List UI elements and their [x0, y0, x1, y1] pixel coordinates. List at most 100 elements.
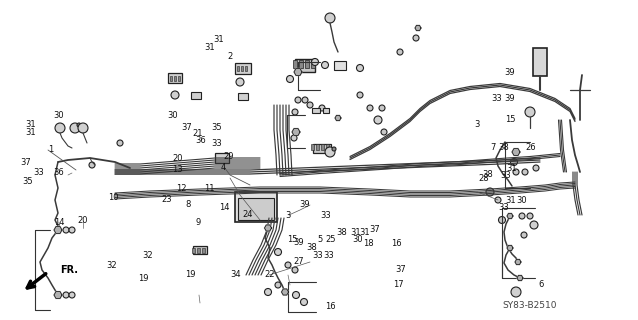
Circle shape: [70, 123, 80, 133]
Circle shape: [292, 109, 298, 115]
Circle shape: [292, 292, 299, 299]
Circle shape: [379, 105, 385, 111]
Bar: [197, 247, 200, 252]
Text: 2: 2: [227, 52, 232, 61]
Text: 37: 37: [20, 158, 31, 167]
Text: 31: 31: [507, 164, 517, 173]
Bar: [193, 246, 207, 254]
Text: 10: 10: [108, 193, 119, 202]
Text: 39: 39: [300, 200, 310, 209]
Text: 33: 33: [500, 171, 510, 180]
Text: 1: 1: [48, 145, 54, 154]
Circle shape: [397, 49, 403, 55]
Circle shape: [511, 287, 521, 297]
Text: 3: 3: [286, 211, 291, 220]
Text: 16: 16: [392, 239, 402, 248]
Text: 31: 31: [213, 36, 223, 44]
Text: 38: 38: [483, 170, 493, 179]
Text: 31: 31: [360, 228, 370, 237]
Text: 23: 23: [162, 195, 172, 204]
Circle shape: [527, 213, 533, 219]
Bar: [170, 76, 172, 81]
Text: 36: 36: [196, 136, 206, 145]
Text: 38: 38: [336, 228, 346, 237]
Bar: [313, 143, 331, 153]
Text: 28: 28: [478, 174, 489, 183]
Text: 15: 15: [505, 115, 516, 124]
Polygon shape: [512, 148, 520, 156]
Text: 14: 14: [219, 204, 230, 212]
Text: FR.: FR.: [60, 265, 78, 275]
Text: 3: 3: [475, 120, 480, 129]
Polygon shape: [335, 116, 341, 121]
Bar: [305, 60, 309, 68]
Text: 31: 31: [26, 128, 36, 137]
Text: SY83-B2510: SY83-B2510: [503, 300, 557, 309]
Circle shape: [357, 65, 364, 71]
Text: 4: 4: [221, 163, 226, 172]
Circle shape: [513, 169, 519, 175]
Bar: [174, 76, 176, 81]
Polygon shape: [517, 276, 523, 281]
Text: 39: 39: [504, 68, 514, 77]
Polygon shape: [292, 129, 300, 135]
Circle shape: [117, 140, 123, 146]
Bar: [320, 144, 323, 150]
Circle shape: [291, 135, 297, 141]
Bar: [311, 60, 315, 68]
Bar: [299, 60, 303, 68]
Circle shape: [486, 188, 494, 196]
Text: 30: 30: [352, 235, 362, 244]
Text: 30: 30: [167, 111, 177, 120]
Text: 8: 8: [186, 200, 191, 209]
Circle shape: [285, 262, 291, 268]
Circle shape: [374, 116, 382, 124]
Text: 32: 32: [107, 261, 117, 270]
Text: 27: 27: [293, 257, 304, 266]
Text: 31: 31: [26, 120, 36, 129]
Bar: [295, 59, 315, 71]
Text: 26: 26: [526, 143, 536, 152]
Bar: [334, 60, 346, 69]
Bar: [191, 247, 195, 252]
Circle shape: [63, 292, 69, 298]
Text: 31: 31: [505, 196, 516, 205]
Text: 33: 33: [320, 211, 330, 220]
Text: 35: 35: [22, 177, 33, 186]
Text: 25: 25: [325, 235, 336, 244]
Text: 35: 35: [212, 123, 222, 132]
Text: 34: 34: [231, 270, 241, 279]
Text: 19: 19: [185, 270, 195, 279]
Circle shape: [89, 162, 95, 168]
Circle shape: [510, 158, 517, 165]
Polygon shape: [54, 227, 62, 234]
Bar: [215, 153, 229, 163]
Text: 30: 30: [517, 196, 527, 205]
Circle shape: [332, 147, 336, 151]
Circle shape: [495, 197, 501, 203]
Text: 19: 19: [138, 274, 149, 283]
Bar: [202, 247, 205, 252]
Text: 14: 14: [54, 218, 64, 227]
Bar: [241, 66, 243, 70]
Circle shape: [498, 217, 505, 223]
Circle shape: [171, 91, 179, 99]
Circle shape: [381, 129, 387, 135]
Text: 22: 22: [264, 270, 274, 279]
Circle shape: [530, 221, 538, 229]
Text: 21: 21: [193, 129, 203, 138]
Text: 13: 13: [172, 165, 182, 174]
Text: 20: 20: [172, 154, 182, 163]
Circle shape: [521, 232, 527, 238]
Text: 9: 9: [195, 218, 200, 227]
Text: 24: 24: [242, 210, 253, 219]
Polygon shape: [515, 260, 521, 265]
Circle shape: [533, 165, 539, 171]
Circle shape: [292, 267, 298, 273]
Text: 6: 6: [538, 280, 544, 289]
Text: 38: 38: [306, 243, 316, 252]
Bar: [191, 92, 201, 99]
Polygon shape: [294, 68, 302, 76]
Bar: [312, 108, 320, 113]
Polygon shape: [54, 292, 62, 299]
